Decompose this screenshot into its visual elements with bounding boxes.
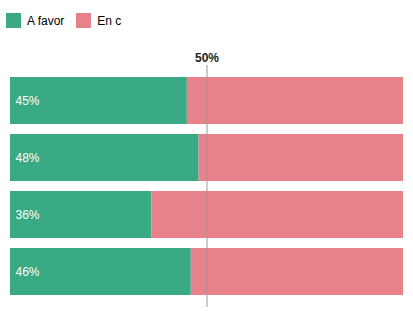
svg-text:46%: 46%	[16, 265, 40, 279]
html-text:A favor: A favor	[27, 13, 65, 28]
svg-text:50%: 50%	[195, 51, 219, 65]
svg-text:48%: 48%	[16, 151, 40, 165]
html-text:En c: En c	[97, 13, 122, 28]
svg-text:45%: 45%	[16, 94, 40, 108]
svg-text:36%: 36%	[16, 208, 40, 222]
